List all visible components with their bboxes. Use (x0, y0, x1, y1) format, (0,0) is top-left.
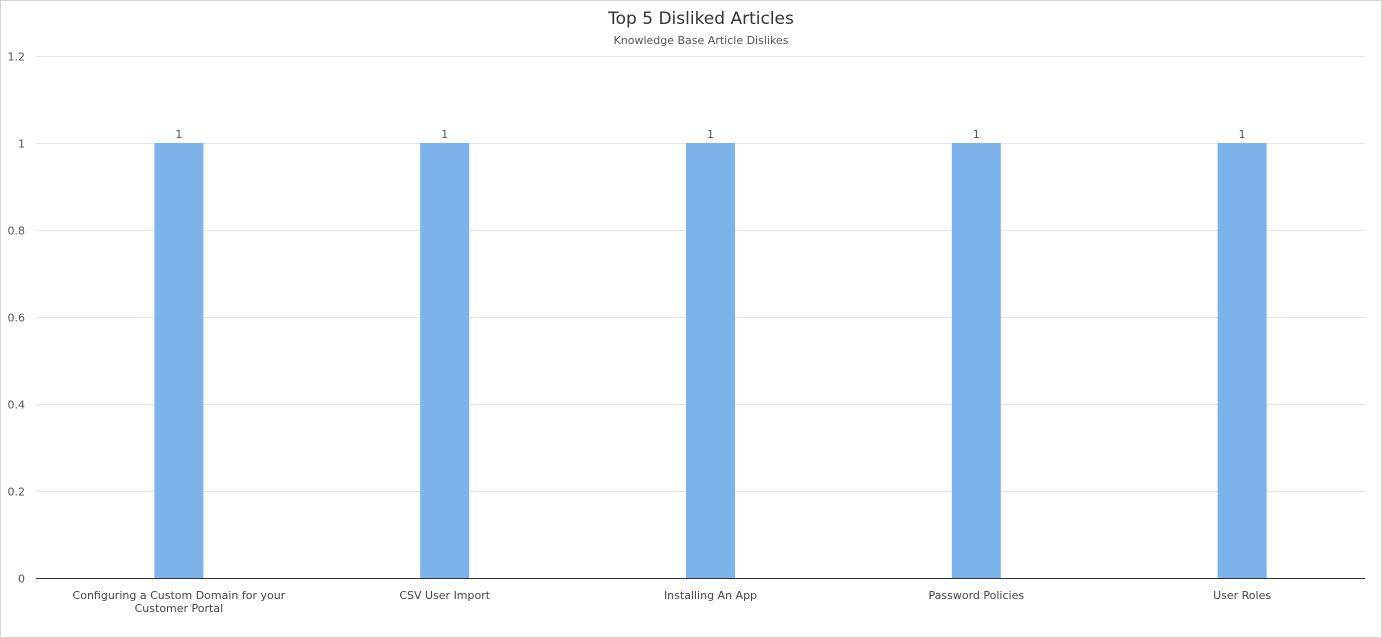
bar-data-label: 1 (441, 128, 448, 141)
x-category-label-line: Password Policies (929, 589, 1025, 602)
y-tick-label: 0.6 (8, 312, 26, 325)
bar-data-label: 1 (707, 128, 714, 141)
y-tick-label: 1 (18, 138, 25, 151)
x-category-label-line: CSV User Import (399, 589, 490, 602)
x-category-label: Installing An App (664, 589, 757, 602)
x-category-label-line: Installing An App (664, 589, 757, 602)
y-tick-label: 0 (18, 573, 25, 586)
bar-data-label: 1 (973, 128, 980, 141)
bar[interactable] (951, 143, 1001, 578)
x-category-label-line: Configuring a Custom Domain for your (73, 589, 286, 602)
bar-data-label: 1 (1239, 128, 1246, 141)
x-category-label-line: Customer Portal (135, 602, 224, 615)
x-category-label-line: User Roles (1213, 589, 1271, 602)
bar-data-label: 1 (175, 128, 182, 141)
x-category-label: Configuring a Custom Domain for your Cust… (73, 589, 286, 615)
bar[interactable] (1217, 143, 1267, 578)
x-axis-categories: Configuring a Custom Domain for your Cust… (73, 589, 1272, 615)
y-tick-label: 0.8 (8, 225, 26, 238)
x-category-label: User Roles (1213, 589, 1271, 602)
chart-subtitle: Knowledge Base Article Dislikes (613, 34, 789, 47)
y-tick-label: 0.4 (8, 399, 26, 412)
x-category-label: Password Policies (929, 589, 1025, 602)
x-category-label: CSV User Import (399, 589, 490, 602)
y-axis-ticks: 0 0.2 0.4 0.6 0.8 1 1.2 (8, 51, 26, 586)
data-labels: 1 1 1 1 1 (175, 128, 1245, 141)
chart-title: Top 5 Disliked Articles (608, 9, 794, 29)
bar[interactable] (420, 143, 470, 578)
bar[interactable] (686, 143, 735, 578)
y-tick-label: 1.2 (8, 51, 26, 64)
y-tick-label: 0.2 (8, 486, 26, 499)
bar[interactable] (154, 143, 204, 578)
bars (154, 143, 1267, 578)
